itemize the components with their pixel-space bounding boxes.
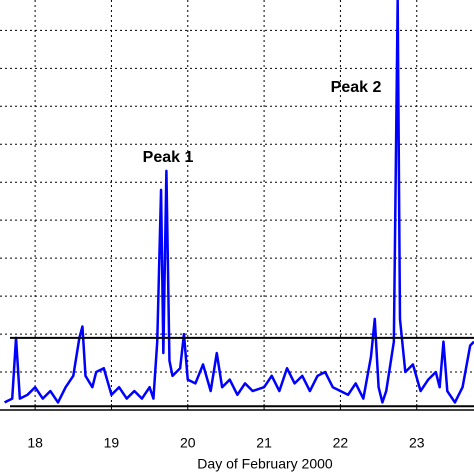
- x-tick-label: 20: [180, 435, 196, 451]
- x-tick-label: 21: [256, 435, 272, 451]
- x-axis-label: Day of February 2000: [197, 456, 333, 472]
- data-line: [4, 0, 474, 404]
- x-tick-label: 19: [104, 435, 120, 451]
- x-tick-label: 22: [333, 435, 349, 451]
- x-tick-label: 18: [27, 435, 43, 451]
- annotation: Peak 1: [143, 149, 194, 166]
- annotation: Peak 2: [331, 79, 382, 96]
- x-tick-label: 23: [409, 435, 425, 451]
